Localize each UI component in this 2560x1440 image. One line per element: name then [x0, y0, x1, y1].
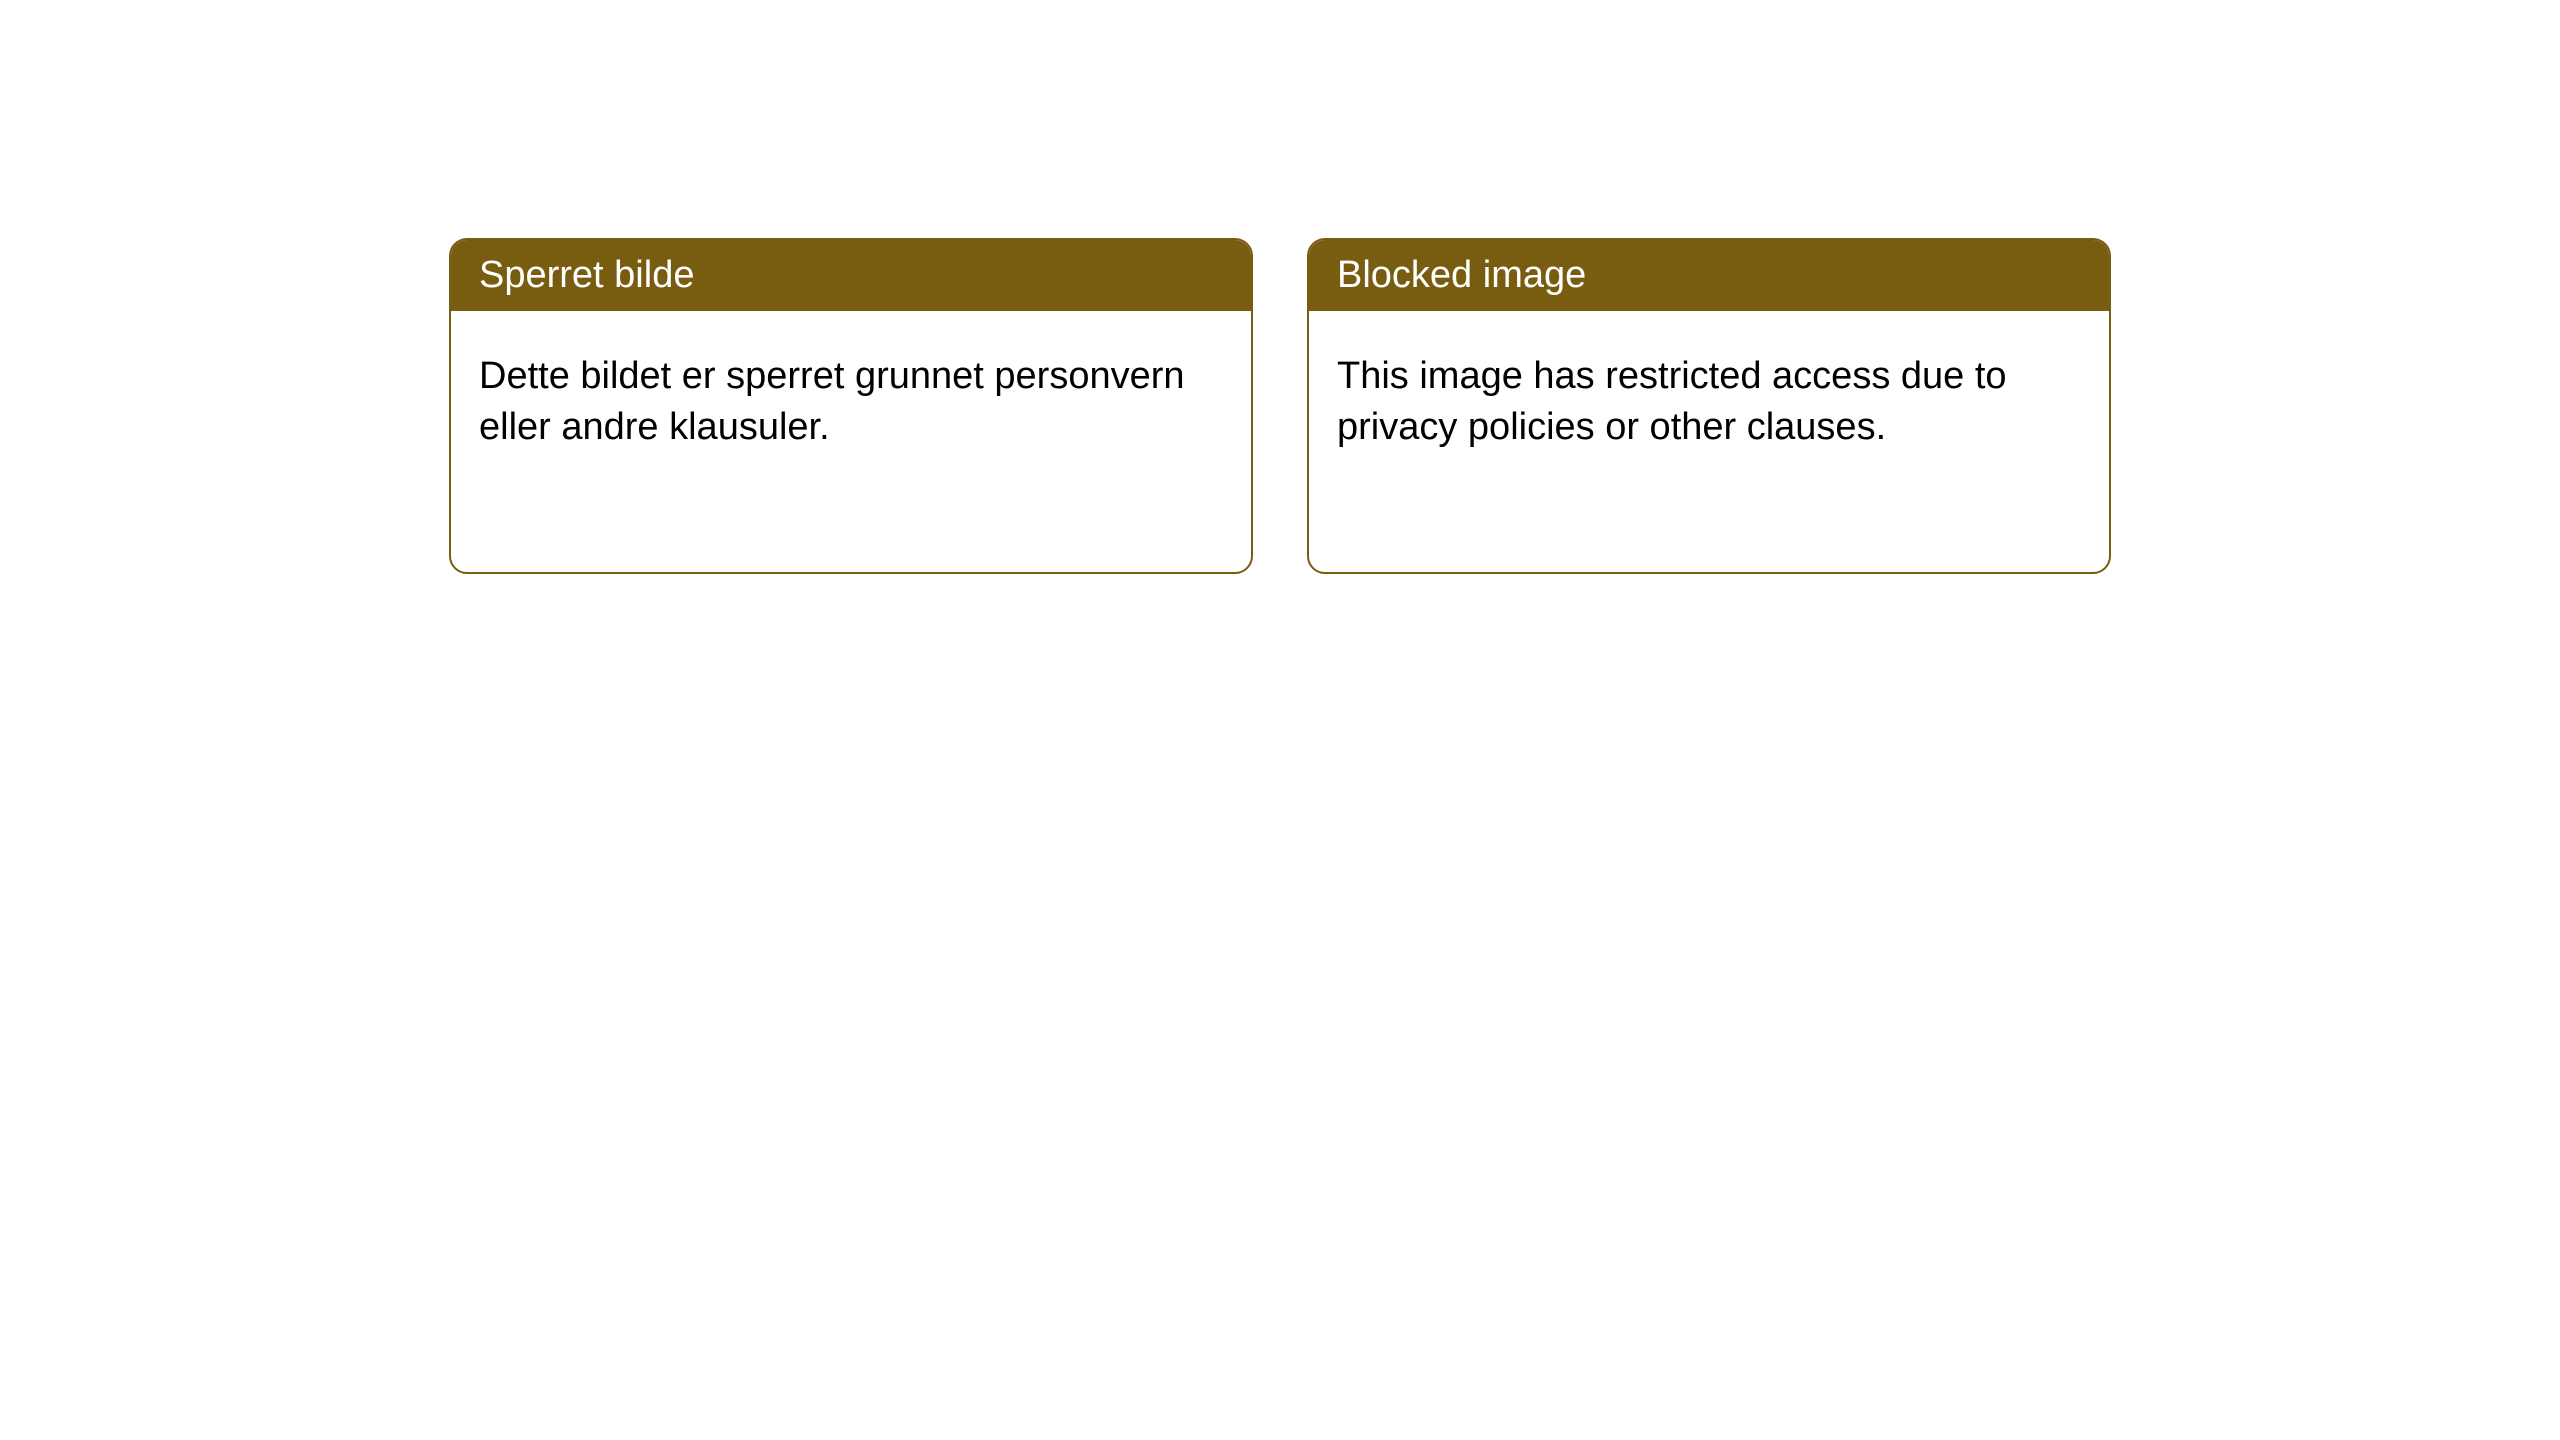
- notices-container: Sperret bilde Dette bildet er sperret gr…: [449, 238, 2111, 574]
- notice-body-text: This image has restricted access due to …: [1337, 355, 2007, 448]
- notice-header: Blocked image: [1309, 240, 2109, 311]
- notice-body-text: Dette bildet er sperret grunnet personve…: [479, 355, 1185, 448]
- notice-body: This image has restricted access due to …: [1309, 311, 2109, 494]
- notice-title: Blocked image: [1337, 254, 1586, 296]
- notice-card-norwegian: Sperret bilde Dette bildet er sperret gr…: [449, 238, 1253, 574]
- notice-body: Dette bildet er sperret grunnet personve…: [451, 311, 1251, 494]
- notice-card-english: Blocked image This image has restricted …: [1307, 238, 2111, 574]
- notice-header: Sperret bilde: [451, 240, 1251, 311]
- notice-title: Sperret bilde: [479, 254, 694, 296]
